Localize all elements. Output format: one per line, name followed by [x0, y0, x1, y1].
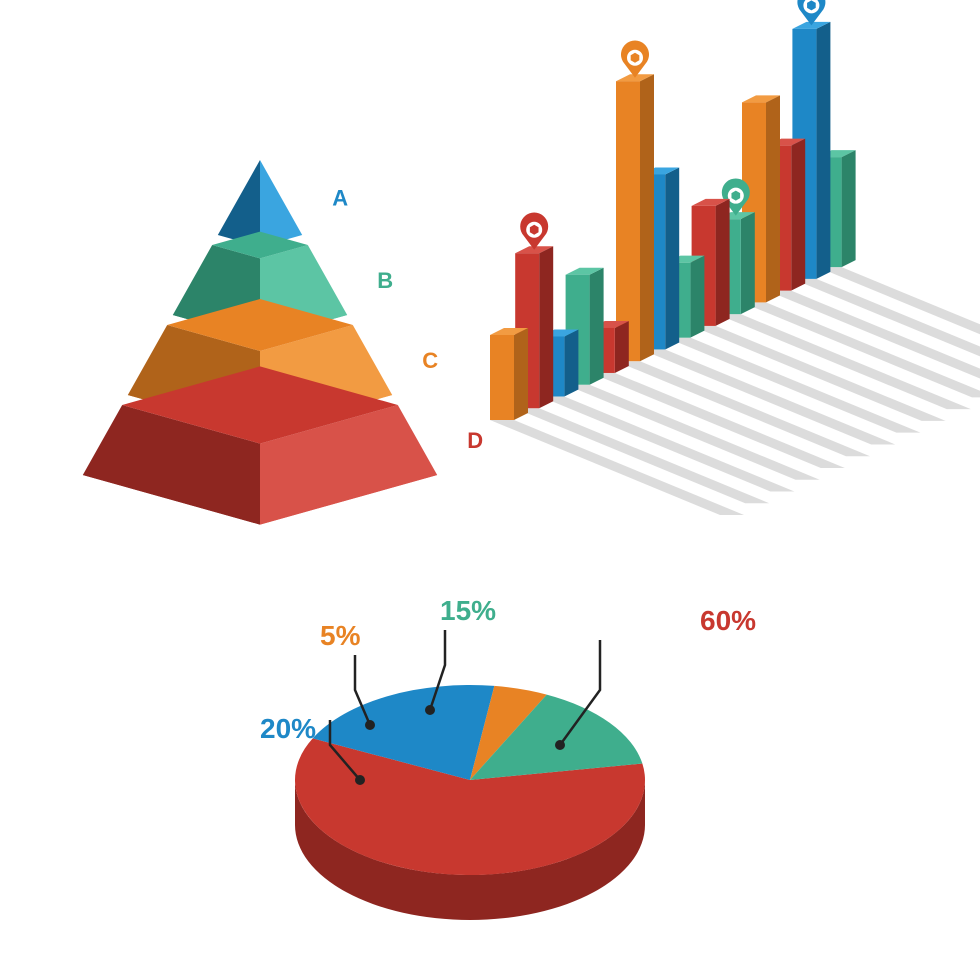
pyramid-label: A: [332, 186, 348, 211]
pyramid-chart: A B C D: [83, 160, 483, 525]
pyramid-label: D: [467, 428, 483, 453]
pie-label: 15%: [440, 595, 496, 626]
pyramid-label: B: [377, 268, 393, 293]
pie-chart: 60% 20% 5% 15%: [260, 595, 756, 920]
pie-label: 5%: [320, 620, 361, 651]
pie-label: 60%: [700, 605, 756, 636]
bar-chart: [490, 0, 980, 515]
infographic-canvas: A B C D 60% 20% 5% 15%: [0, 0, 980, 980]
pyramid-label: C: [422, 348, 438, 373]
pie-label: 20%: [260, 713, 316, 744]
